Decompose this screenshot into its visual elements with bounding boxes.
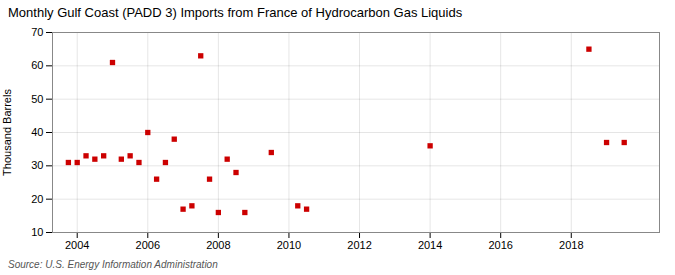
html-text:Monthly Gulf Coast (PADD 3) Im: Monthly Gulf Coast (PADD 3) Imports from…: [8, 5, 463, 20]
svg-text:40: 40: [31, 126, 43, 138]
svg-text:50: 50: [31, 93, 43, 105]
svg-text:2012: 2012: [347, 239, 371, 251]
svg-text:2010: 2010: [277, 239, 301, 251]
svg-text:70: 70: [31, 26, 43, 38]
svg-text:60: 60: [31, 59, 43, 71]
svg-text:30: 30: [31, 159, 43, 171]
svg-text:2008: 2008: [206, 239, 230, 251]
html-text:Source: U.S. Energy Informatio: Source: U.S. Energy Information Administ…: [8, 259, 218, 270]
svg-text:10: 10: [31, 226, 43, 238]
svg-text:2006: 2006: [136, 239, 160, 251]
svg-text:20: 20: [31, 193, 43, 205]
svg-text:2016: 2016: [488, 239, 512, 251]
svg-text:2014: 2014: [418, 239, 442, 251]
svg-text:2004: 2004: [65, 239, 89, 251]
svg-text:2018: 2018: [559, 239, 583, 251]
svg-text:Thousand Barrels: Thousand Barrels: [1, 89, 13, 176]
